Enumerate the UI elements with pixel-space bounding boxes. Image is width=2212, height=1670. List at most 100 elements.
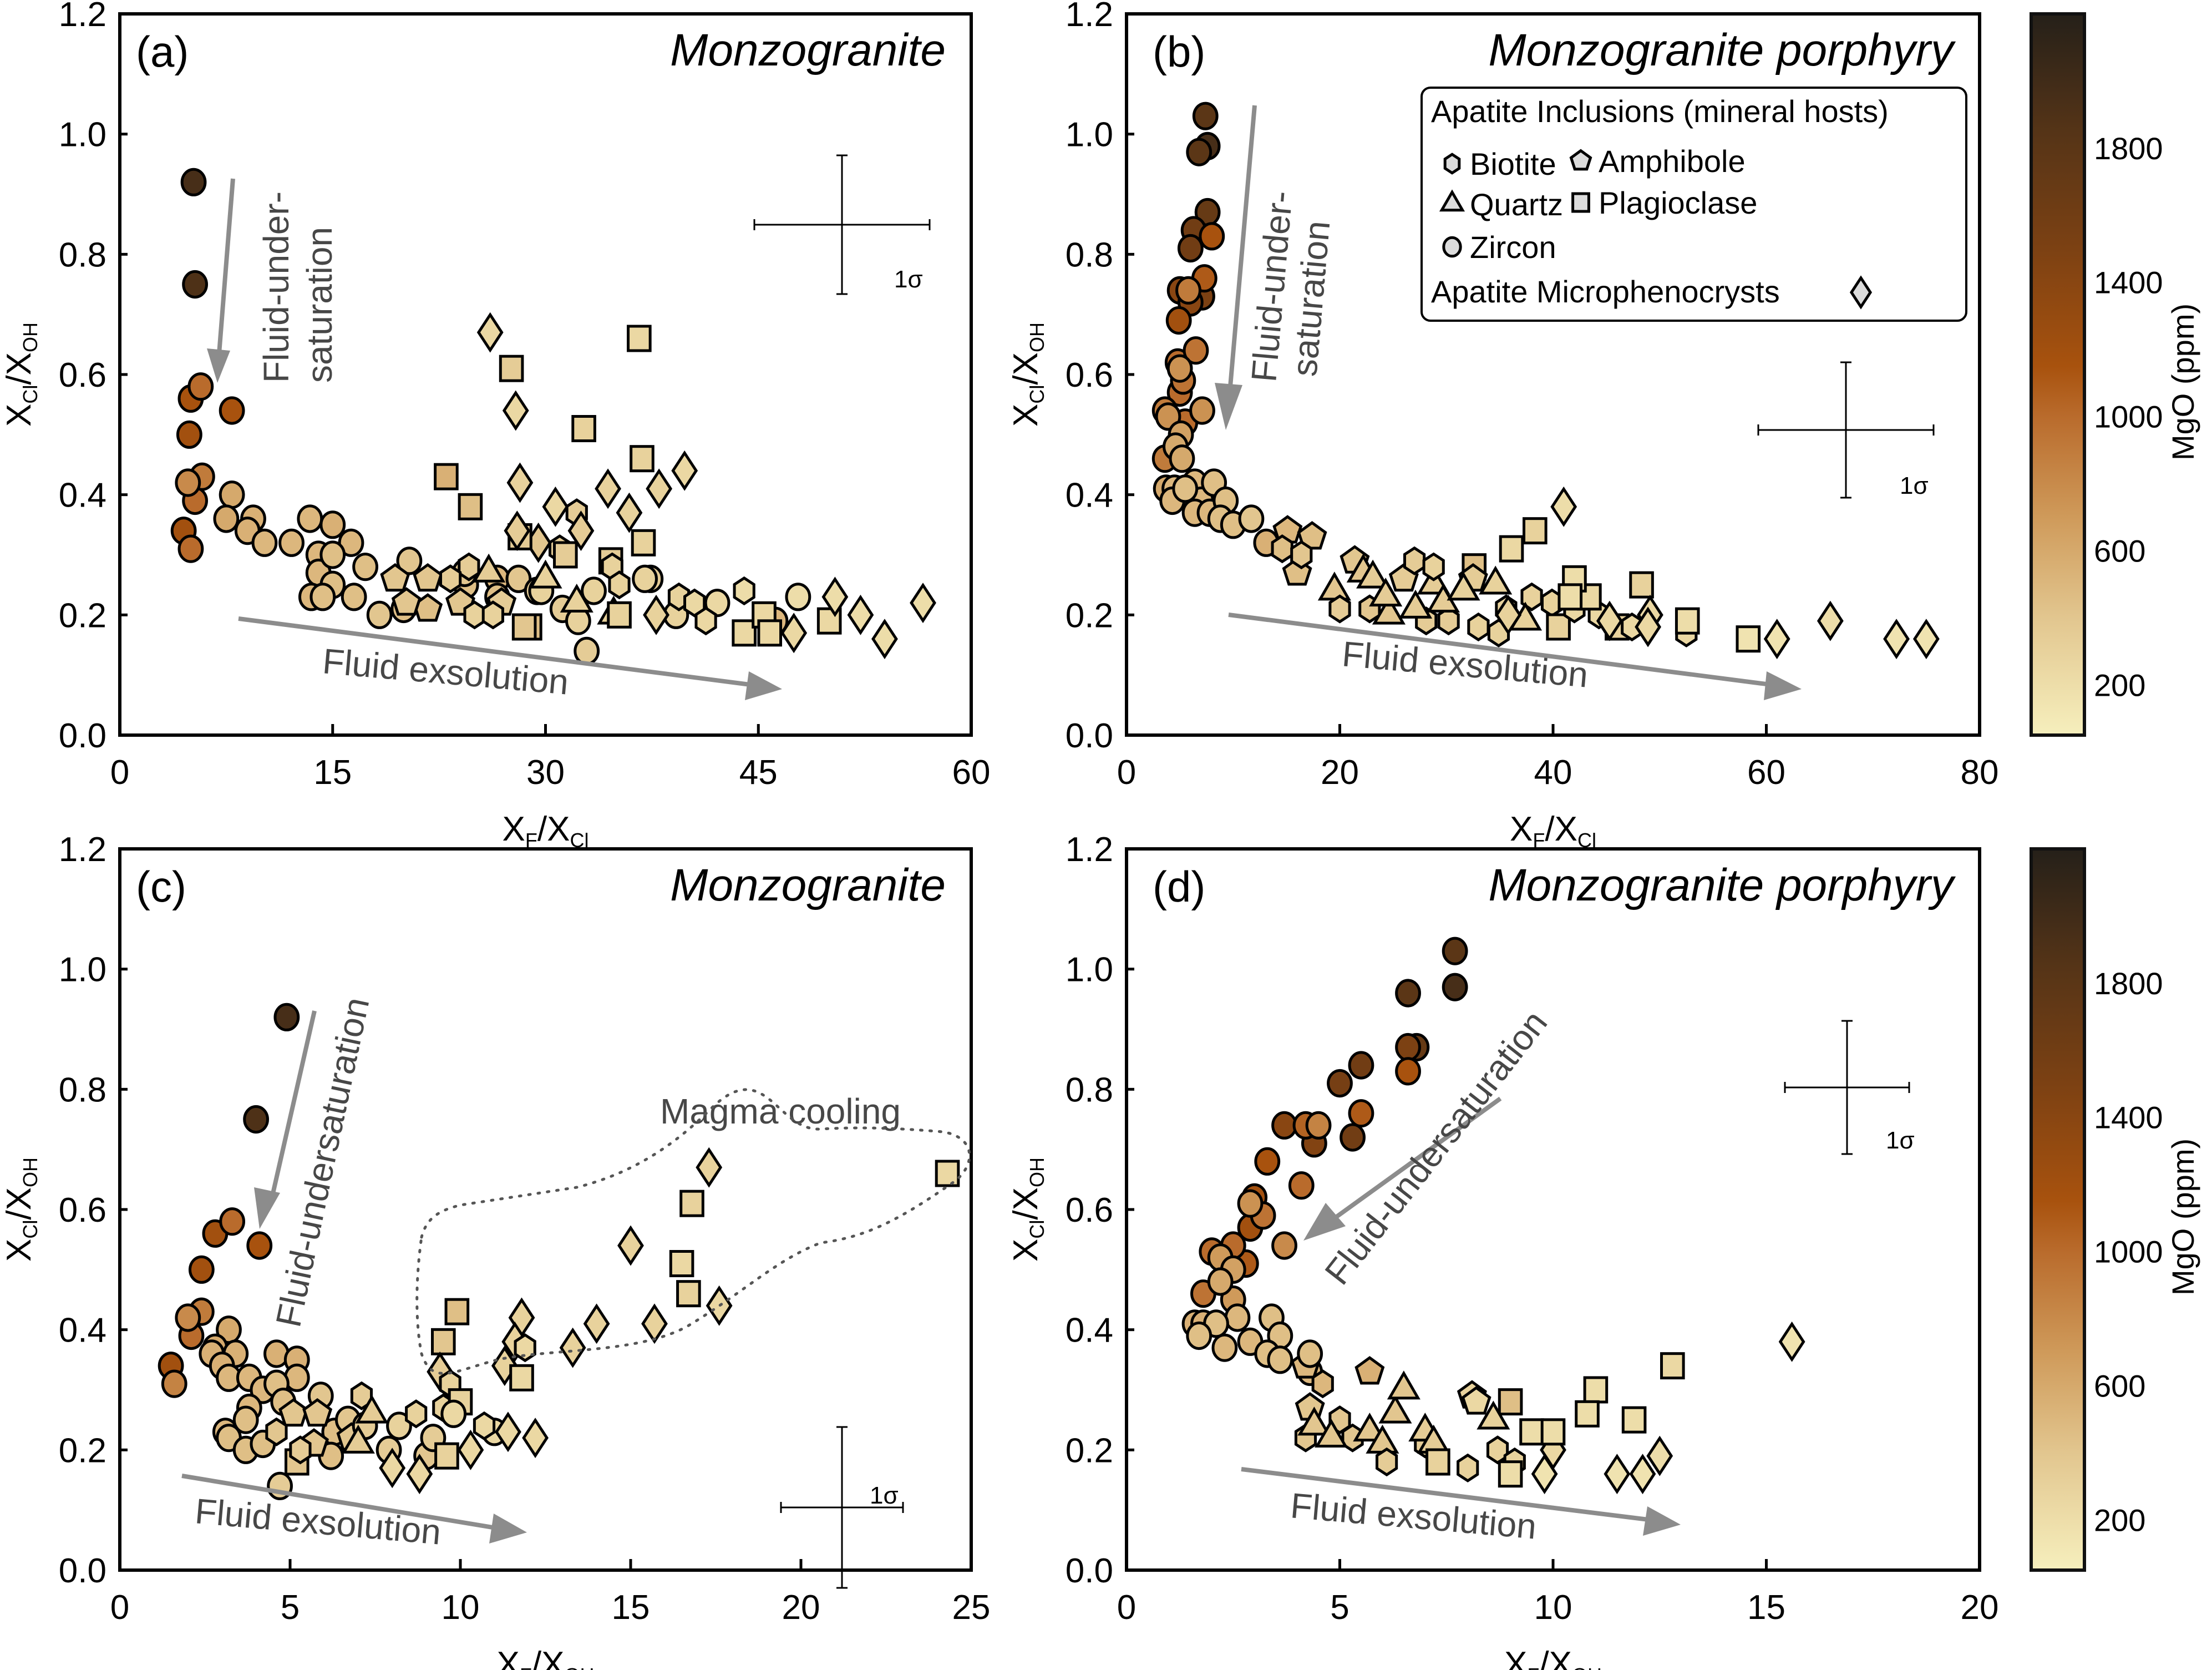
data-point-square — [1557, 583, 1583, 611]
data-point-triangle — [472, 553, 506, 583]
colorbar-tick-label: 1400 — [2094, 265, 2163, 300]
data-point-square — [676, 1280, 701, 1308]
data-point-diamond — [1604, 1454, 1631, 1495]
data-point-square — [1499, 535, 1524, 563]
data-point-diamond — [617, 1225, 644, 1266]
data-point-pentagon — [302, 1398, 333, 1427]
diamond-icon — [1849, 275, 1873, 310]
fluid-undersaturation-arrow — [270, 1010, 317, 1199]
annotation-text: Fluid-under- — [256, 191, 296, 383]
x-tick-label: 10 — [442, 1588, 480, 1627]
y-tick-label: 0.6 — [59, 356, 106, 394]
data-point-hexagon — [683, 588, 706, 618]
sigma-label: 1σ — [1900, 472, 1929, 499]
data-point-circle — [182, 270, 208, 299]
data-point-diamond — [1763, 619, 1790, 660]
legend-item-amphibole: Amphibole — [1569, 144, 1746, 179]
y-tick-label: 0.8 — [1066, 236, 1113, 274]
data-point-circle — [1186, 1321, 1212, 1350]
annotation-text: Fluid exsolution — [1341, 634, 1590, 695]
data-point-square — [509, 1364, 534, 1391]
data-point-square — [1660, 1352, 1685, 1380]
data-point-hexagon — [1290, 540, 1313, 570]
data-point-diamond — [1629, 1454, 1656, 1495]
data-point-circle — [1340, 1123, 1366, 1152]
data-point-square — [444, 1298, 470, 1325]
data-point-square — [630, 445, 655, 473]
arrowhead-icon — [1764, 671, 1802, 700]
data-point-circle — [1271, 1231, 1297, 1260]
data-point-square — [1736, 625, 1761, 653]
data-point-diamond — [1817, 600, 1844, 641]
data-point-circle — [1199, 222, 1225, 251]
data-point-hexagon — [1457, 1453, 1479, 1482]
data-point-square — [553, 541, 578, 569]
y-axis-title: XCl/XOH — [1007, 1157, 1048, 1262]
data-point-triangle — [1398, 589, 1433, 619]
data-point-circle — [219, 1207, 246, 1236]
data-point-diamond — [542, 486, 569, 527]
data-point-circle — [1395, 979, 1421, 1008]
annotation-text: Fluid exsolution — [321, 641, 570, 702]
y-tick-label: 1.2 — [1066, 831, 1113, 869]
data-point-triangle — [1447, 571, 1480, 601]
x-tick-label: 60 — [952, 753, 991, 792]
data-point-diamond — [643, 594, 669, 635]
data-point-diamond — [567, 510, 595, 551]
data-point-circle — [175, 468, 201, 497]
y-tick-label: 0.8 — [1066, 1071, 1113, 1109]
data-point-hexagon — [458, 552, 480, 581]
data-point-circle — [310, 583, 336, 611]
square-icon — [1571, 192, 1590, 213]
data-point-circle — [1348, 1099, 1374, 1128]
data-point-square — [1498, 1460, 1523, 1488]
triangle-icon — [1439, 189, 1465, 212]
x-axis-title: XF/XCl — [1510, 810, 1596, 852]
arrowhead-icon — [489, 1514, 527, 1544]
data-point-circle — [1267, 1345, 1293, 1374]
data-point-diamond — [1550, 486, 1577, 527]
colorbar-tick-label: 1800 — [2094, 131, 2163, 166]
data-point-diamond — [1778, 1321, 1805, 1362]
legend-item-plagioclase: Plagioclase — [1571, 185, 1757, 220]
magma-cooling-label: Magma cooling — [660, 1091, 901, 1131]
data-point-square — [511, 613, 537, 641]
data-point-circle — [1395, 1033, 1421, 1062]
data-points — [1151, 102, 1940, 660]
data-point-diamond — [1635, 606, 1661, 647]
data-point-square — [1629, 571, 1654, 599]
data-point-circle — [1442, 937, 1468, 965]
data-points — [158, 1003, 960, 1500]
y-tick-label: 0.0 — [59, 1552, 106, 1590]
panel-title: Monzogranite — [670, 860, 946, 910]
x-tick-label: 20 — [1321, 753, 1359, 792]
legend-item-quartz: Quartz — [1439, 187, 1563, 222]
data-point-diamond — [780, 613, 808, 654]
data-point-square — [816, 607, 842, 635]
legend-item-zircon: Zircon — [1442, 230, 1556, 265]
data-point-circle — [188, 1255, 215, 1284]
data-point-circle — [386, 1411, 412, 1440]
data-point-circle — [1327, 1069, 1353, 1098]
arrowhead-icon — [207, 348, 230, 383]
colorbar-tick-label: 1000 — [2094, 1234, 2163, 1269]
data-point-diamond — [504, 510, 531, 551]
data-point-hexagon — [1328, 594, 1351, 624]
data-point-triangle — [1353, 1413, 1387, 1442]
x-tick-label: 10 — [1534, 1588, 1572, 1627]
y-tick-label: 1.2 — [1066, 0, 1113, 34]
data-point-square — [1583, 1376, 1609, 1404]
pentagon-icon — [1569, 149, 1592, 171]
x-tick-label: 0 — [1117, 753, 1136, 792]
error-bar-1-sigma — [1784, 1020, 1910, 1155]
data-point-circle — [574, 636, 600, 665]
data-point-hexagon — [733, 576, 755, 606]
data-point-diamond — [379, 1448, 406, 1489]
data-point-circle — [1297, 1339, 1323, 1368]
y-tick-label: 0.0 — [1066, 717, 1113, 755]
data-point-square — [1575, 1400, 1600, 1428]
data-point-square — [434, 1442, 459, 1470]
colorbar-label: MgO (ppm) — [2165, 1138, 2200, 1295]
data-point-triangle — [1297, 1406, 1331, 1436]
